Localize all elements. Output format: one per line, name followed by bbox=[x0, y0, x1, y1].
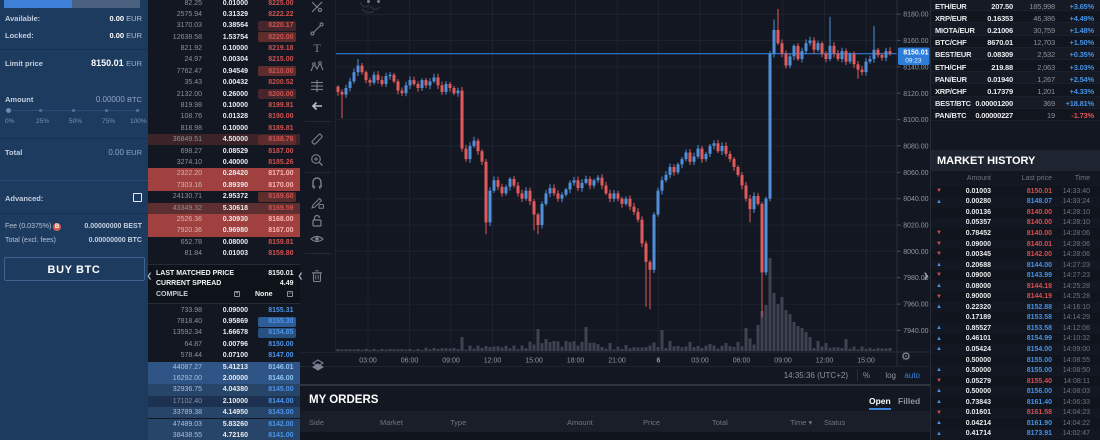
svg-text:09:00: 09:00 bbox=[774, 358, 792, 365]
svg-text:7940.00: 7940.00 bbox=[903, 328, 928, 335]
svg-text:8150.01: 8150.01 bbox=[903, 50, 928, 57]
svg-text:6: 6 bbox=[657, 358, 661, 365]
svg-text:09:23: 09:23 bbox=[905, 58, 922, 65]
svg-text:8160.00: 8160.00 bbox=[903, 38, 928, 45]
svg-text:8080.00: 8080.00 bbox=[903, 143, 928, 150]
svg-text:03:00: 03:00 bbox=[359, 358, 377, 365]
svg-text:18:00: 18:00 bbox=[567, 358, 585, 365]
svg-text:15:00: 15:00 bbox=[857, 358, 875, 365]
svg-text:06:00: 06:00 bbox=[733, 358, 751, 365]
svg-text:21:00: 21:00 bbox=[608, 358, 626, 365]
svg-text:09:00: 09:00 bbox=[442, 358, 460, 365]
svg-text:8180.00: 8180.00 bbox=[903, 12, 928, 19]
svg-text:7980.00: 7980.00 bbox=[903, 275, 928, 282]
svg-text:T: T bbox=[313, 41, 321, 55]
svg-text:8040.00: 8040.00 bbox=[903, 196, 928, 203]
svg-text:12:00: 12:00 bbox=[816, 358, 834, 365]
svg-text:8060.00: 8060.00 bbox=[903, 170, 928, 177]
svg-text:15:00: 15:00 bbox=[525, 358, 543, 365]
svg-text:8120.00: 8120.00 bbox=[903, 91, 928, 98]
svg-text:12:00: 12:00 bbox=[484, 358, 502, 365]
svg-text:8000.00: 8000.00 bbox=[903, 249, 928, 256]
svg-text:7960.00: 7960.00 bbox=[903, 302, 928, 309]
svg-text:8020.00: 8020.00 bbox=[903, 223, 928, 230]
svg-text:8140.00: 8140.00 bbox=[903, 64, 928, 71]
svg-text:06:00: 06:00 bbox=[401, 358, 419, 365]
svg-text:8100.00: 8100.00 bbox=[903, 117, 928, 124]
svg-text:03:00: 03:00 bbox=[691, 358, 709, 365]
